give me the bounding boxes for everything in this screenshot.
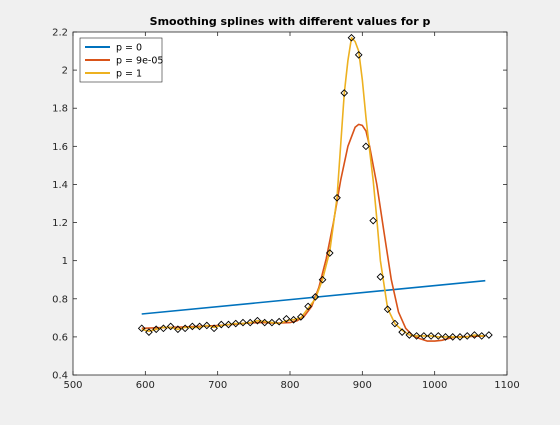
data-point-marker (369, 216, 378, 225)
data-point-marker (448, 333, 457, 341)
data-point-marker (268, 318, 276, 327)
data-point-marker (362, 142, 370, 151)
data-point-marker (383, 305, 392, 314)
data-point-marker (217, 320, 226, 329)
data-point-marker (282, 314, 291, 323)
data-point-marker (391, 319, 399, 328)
data-point-marker (304, 302, 312, 311)
data-point-marker (188, 322, 197, 331)
data-point-marker (275, 317, 283, 326)
y-tick-label: 1 (62, 256, 68, 267)
data-point-marker (181, 324, 189, 333)
data-point-marker (210, 324, 218, 333)
data-point-marker (463, 332, 472, 340)
y-tick-label: 0.8 (52, 294, 68, 305)
ticks-layer: 500 600 700 800 900 1000 1100 0.4 0.6 0.8 1 1.2 1.4 1… (52, 28, 520, 392)
y-tick-label: 1.4 (52, 180, 68, 191)
x-tick-label: 1000 (422, 380, 447, 391)
data-point-marker (318, 275, 327, 284)
data-point-marker (340, 89, 349, 97)
data-point-marker (427, 332, 435, 340)
data-point-marker (485, 331, 493, 339)
data-point-marker (456, 333, 464, 341)
data-point-marker (405, 331, 414, 339)
chart-title: Smoothing splines with different values … (150, 15, 431, 28)
data-point-marker (246, 318, 255, 327)
y-tick-label: 0.6 (52, 332, 68, 343)
data-point-marker (297, 313, 305, 321)
x-tick-label: 600 (136, 380, 155, 391)
data-point-marker (174, 325, 182, 334)
y-tick-label: 2 (62, 66, 68, 77)
legend-label-0: p = 0 (116, 43, 142, 54)
y-tick-label: 1.6 (52, 142, 68, 153)
data-point-marker (441, 333, 450, 341)
data-point-marker (253, 316, 262, 325)
x-tick-label: 500 (63, 380, 82, 391)
series-line-0 (141, 279, 486, 315)
data-point-marker (419, 332, 428, 340)
data-point-marker (333, 193, 341, 202)
y-tick-label: 1.2 (52, 218, 68, 229)
data-point-marker (477, 332, 486, 340)
series-line-2 (141, 36, 486, 339)
y-tick-label: 1.8 (52, 104, 68, 115)
series-layer (141, 36, 486, 342)
data-point-marker (260, 318, 269, 327)
data-point-marker (137, 324, 146, 333)
data-point-marker (152, 325, 161, 334)
data-point-marker (145, 328, 153, 336)
data-point-marker (325, 249, 334, 257)
data-point-marker (289, 315, 298, 324)
plot-area (73, 32, 507, 375)
data-point-marker (202, 321, 211, 330)
data-point-marker (434, 332, 443, 340)
data-point-marker (159, 324, 168, 333)
data-point-marker (412, 332, 421, 340)
x-tick-label: 1100 (494, 380, 519, 391)
markers-layer (137, 33, 493, 341)
legend-label-1: p = 9e-05 (116, 56, 163, 67)
data-point-marker (398, 328, 406, 336)
data-point-marker (376, 273, 385, 281)
data-point-marker (347, 33, 356, 42)
y-tick-label: 2.2 (52, 28, 68, 39)
data-point-marker (354, 51, 363, 59)
x-tick-label: 900 (353, 380, 372, 391)
legend: p = 0 p = 9e-05 p = 1 (79, 37, 163, 83)
legend-label-2: p = 1 (116, 69, 142, 80)
y-tick-label: 0.4 (52, 371, 68, 382)
data-point-marker (231, 319, 240, 328)
data-point-marker (224, 320, 233, 329)
data-point-marker (239, 318, 247, 327)
data-point-marker (470, 331, 479, 339)
data-point-marker (311, 293, 320, 301)
data-point-marker (195, 322, 204, 331)
x-tick-label: 700 (208, 380, 227, 391)
x-tick-label: 800 (280, 380, 299, 391)
data-point-marker (166, 322, 175, 331)
